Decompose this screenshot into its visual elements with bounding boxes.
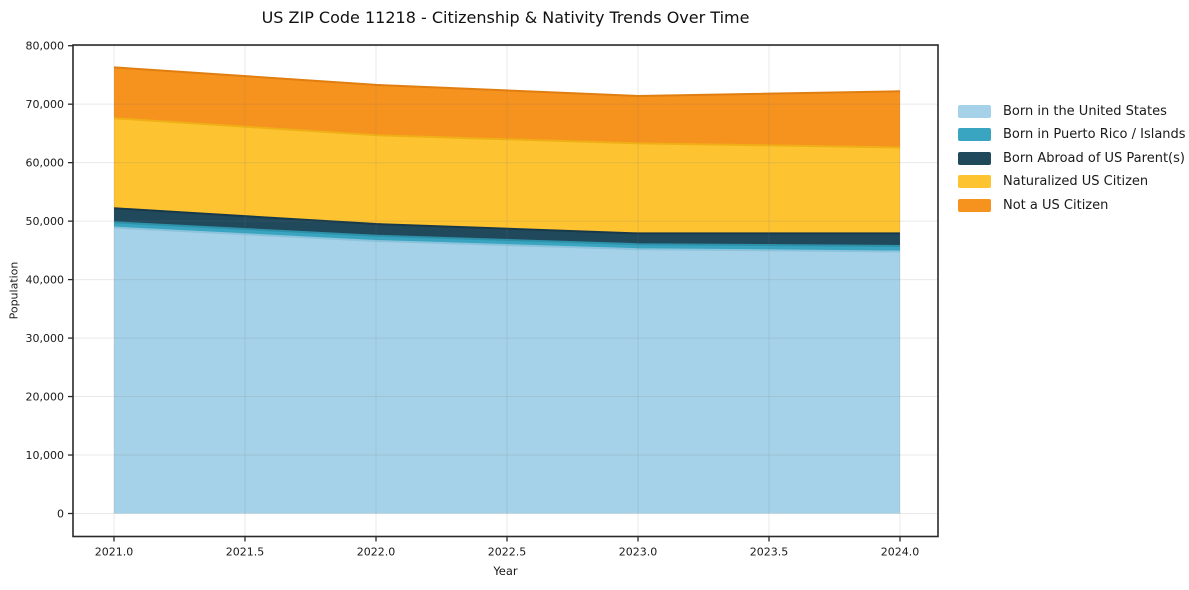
y-tick-label: 50,000 <box>26 215 65 228</box>
y-tick-label: 60,000 <box>26 157 65 170</box>
x-tick-label: 2021.0 <box>95 546 134 559</box>
legend-item: Born Abroad of US Parent(s) <box>958 150 1186 166</box>
x-tick-label: 2022.0 <box>357 546 396 559</box>
y-tick-label: 70,000 <box>26 98 65 111</box>
y-tick-label: 80,000 <box>26 40 65 53</box>
y-axis-label: Population <box>7 261 21 320</box>
area-0 <box>114 227 900 514</box>
y-tick-label: 20,000 <box>26 391 65 404</box>
area-4 <box>114 67 900 148</box>
x-tick-label: 2023.0 <box>619 546 658 559</box>
y-tick-label: 0 <box>57 508 64 521</box>
area-edge-3 <box>113 117 901 149</box>
legend-label: Born Abroad of US Parent(s) <box>1003 150 1185 166</box>
legend-item: Naturalized US Citizen <box>958 174 1186 189</box>
area-edge-1 <box>113 221 901 247</box>
y-tick-label: 30,000 <box>26 332 65 345</box>
legend-item: Not a US Citizen <box>958 197 1186 213</box>
legend-swatch-puerto-rico <box>958 128 991 141</box>
chart-title: US ZIP Code 11218 - Citizenship & Nativi… <box>261 8 750 27</box>
legend-label: Not a US Citizen <box>1003 197 1109 213</box>
legend-label: Born in Puerto Rico / Islands <box>1003 127 1186 142</box>
legend-swatch-born-abroad <box>958 151 991 165</box>
x-tick-label: 2021.5 <box>226 546 265 559</box>
area-2 <box>114 208 900 246</box>
x-tick-label: 2023.5 <box>750 546 789 559</box>
area-3 <box>114 118 900 234</box>
area-edge-2 <box>113 207 900 235</box>
legend-item: Born in the United States <box>958 103 1186 119</box>
x-tick-label: 2024.0 <box>881 546 920 559</box>
x-axis-label: Year <box>493 564 518 578</box>
legend-swatch-not-citizen <box>958 198 991 212</box>
legend-swatch-naturalized <box>958 175 991 188</box>
legend-item: Born in Puerto Rico / Islands <box>958 127 1186 142</box>
y-tick-label: 40,000 <box>26 274 65 287</box>
x-tick-label: 2022.5 <box>488 546 527 559</box>
y-tick-label: 10,000 <box>26 449 65 462</box>
area-1 <box>114 222 900 252</box>
plot-border <box>72 44 939 538</box>
area-edge-4 <box>113 66 901 97</box>
legend-label: Born in the United States <box>1003 103 1167 119</box>
area-edge-0 <box>113 226 901 253</box>
legend-swatch-born-us <box>958 104 991 118</box>
legend-label: Naturalized US Citizen <box>1003 174 1149 189</box>
legend: Born in the United States Born in Puerto… <box>958 103 1186 213</box>
